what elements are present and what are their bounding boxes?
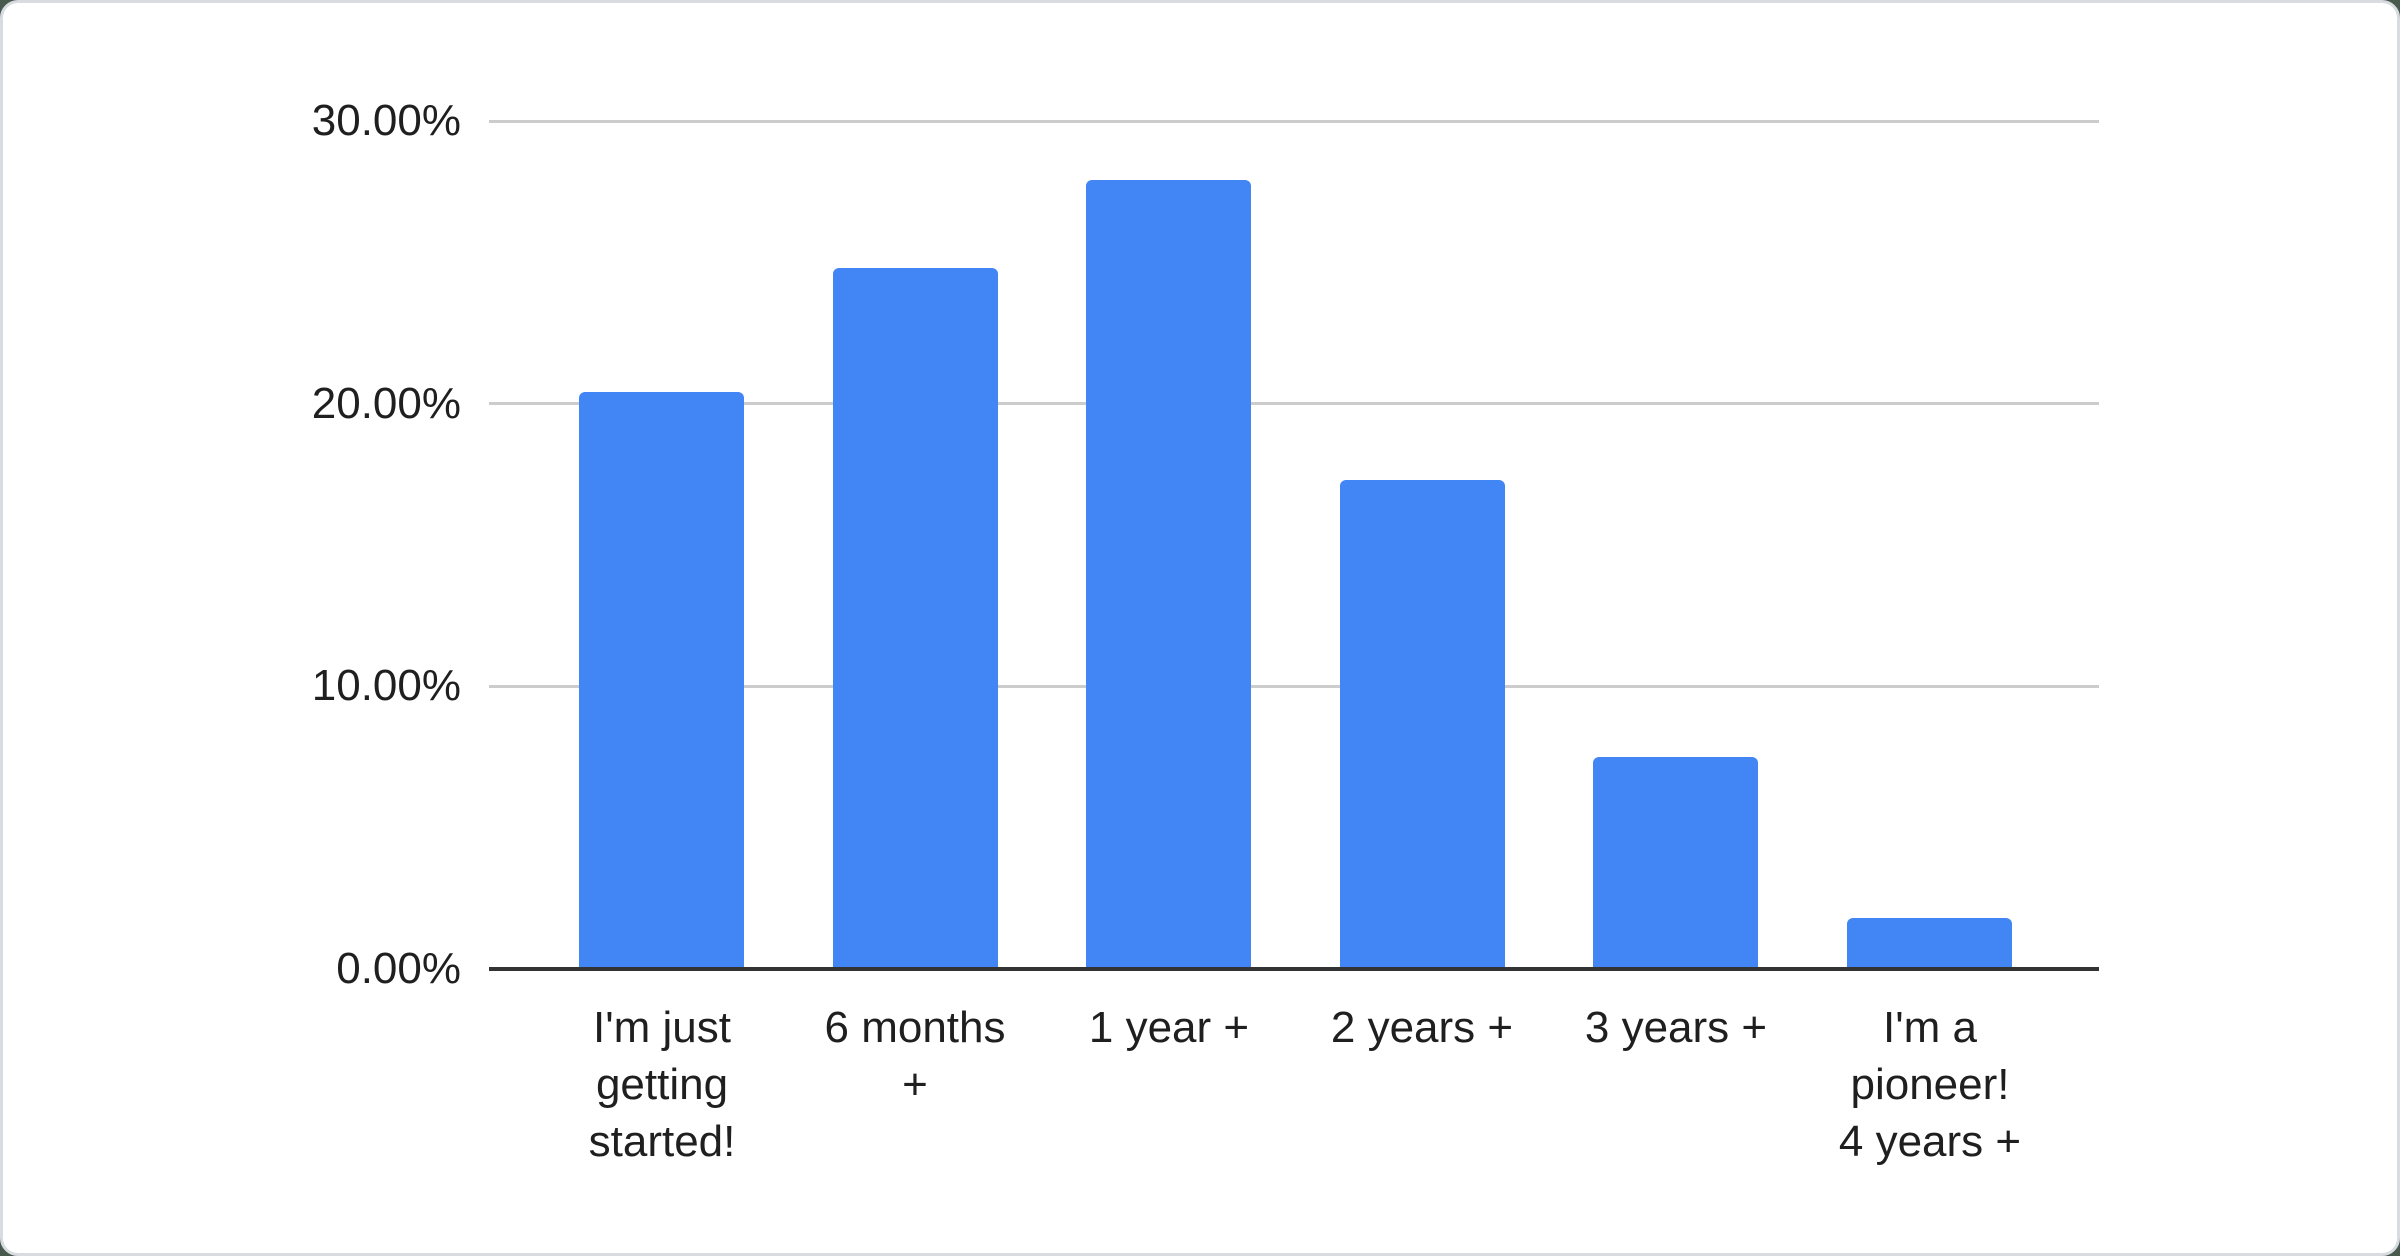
- x-category-label-line: 1 year +: [1088, 1003, 1250, 1052]
- bar-chart: 0.00% 10.00% 20.00% 30.00% I'm just getting s…: [312, 96, 2099, 1166]
- gridline: [489, 402, 2099, 406]
- x-category-label-line: I'm just: [593, 1003, 731, 1052]
- bar-2: [833, 268, 998, 969]
- x-axis-line: [489, 967, 2099, 971]
- y-tick-label: 10.00%: [311, 661, 461, 711]
- x-category-label-line: getting: [595, 1060, 729, 1109]
- y-tick-label: 30.00%: [311, 96, 461, 145]
- y-tick-label: 20.00%: [311, 378, 461, 428]
- x-category-label-line: 2 years +: [1330, 1003, 1514, 1052]
- bar-5: [1593, 757, 1758, 969]
- x-category-label: 1 year +: [1029, 999, 1309, 1056]
- bar-1: [579, 392, 744, 969]
- x-category-label-line: +: [902, 1060, 928, 1109]
- x-category-label-line: 3 years +: [1584, 1003, 1768, 1052]
- x-category-label-line: I'm a: [1883, 1003, 1977, 1052]
- bar-6: [1847, 918, 2012, 969]
- x-category-label-line: 6 months: [824, 1003, 1006, 1052]
- bar-4: [1340, 480, 1505, 969]
- x-category-label: I'm a pioneer! 4 years +: [1790, 999, 2070, 1170]
- bar-3: [1086, 180, 1251, 969]
- x-category-label-line: pioneer!: [1850, 1060, 2010, 1109]
- y-tick-label: 0.00%: [336, 944, 461, 993]
- x-category-label: 3 years +: [1536, 999, 1816, 1056]
- x-category-label: I'm just getting started!: [522, 999, 802, 1170]
- x-category-label-line: 4 years +: [1838, 1117, 2022, 1166]
- x-category-label: 2 years +: [1282, 999, 1562, 1056]
- x-category-label-line: started!: [588, 1117, 736, 1166]
- gridline: [489, 684, 2099, 688]
- x-category-label: 6 months +: [775, 999, 1055, 1113]
- gridline: [489, 119, 2099, 123]
